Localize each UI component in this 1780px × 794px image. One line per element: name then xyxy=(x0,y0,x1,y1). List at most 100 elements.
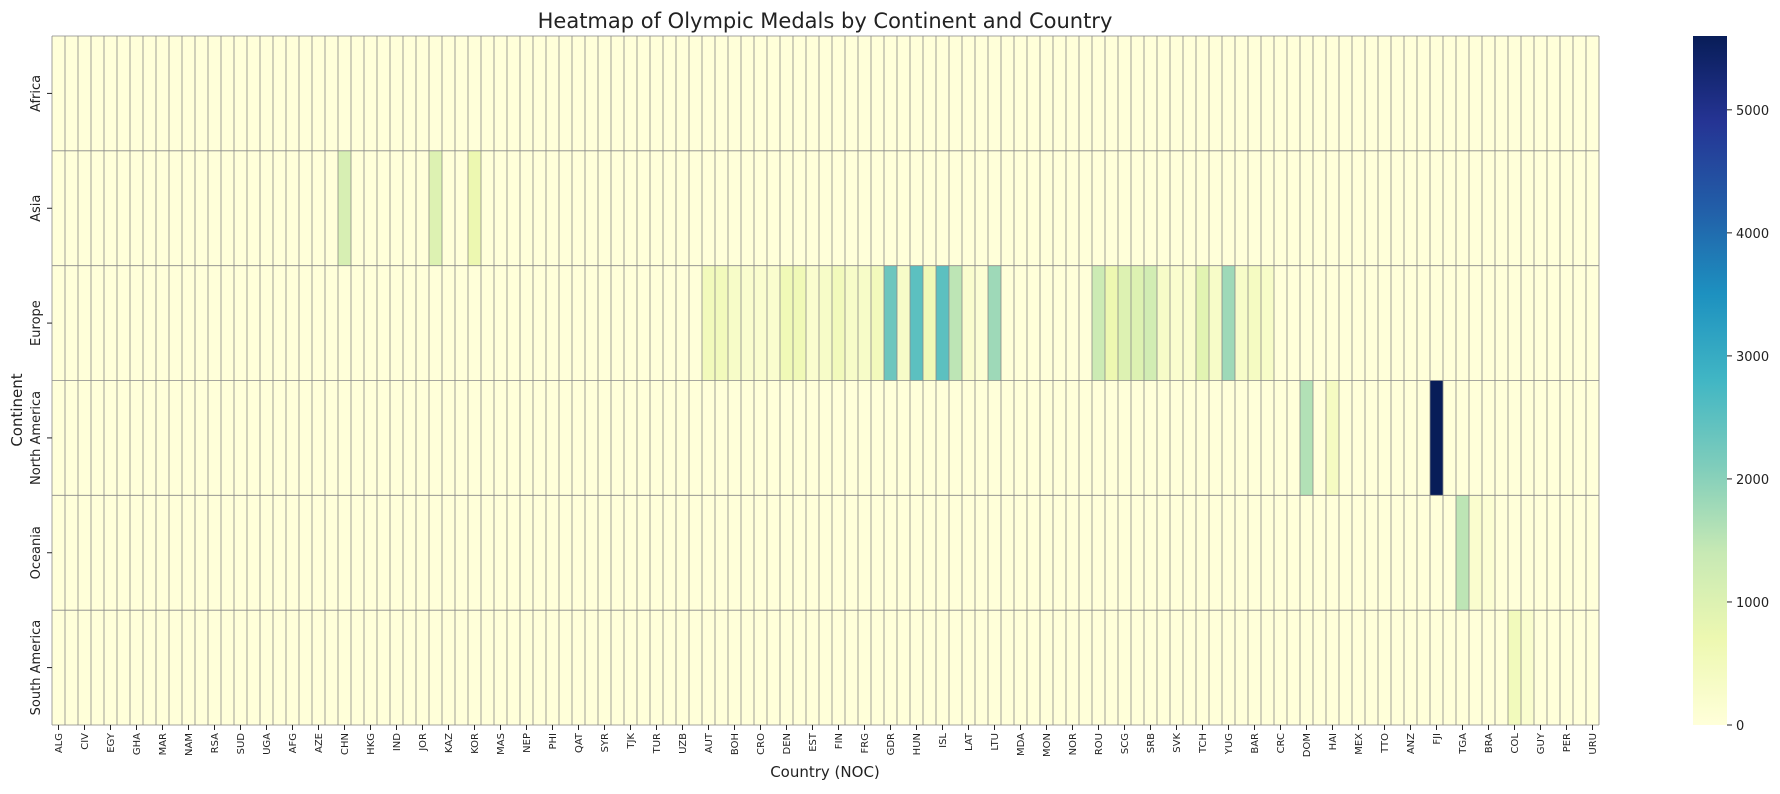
heatmap-cell xyxy=(78,265,92,381)
heatmap-cell xyxy=(507,610,521,726)
heatmap-cell xyxy=(806,495,820,611)
x-tick-label: TJK xyxy=(626,733,637,750)
heatmap-cell xyxy=(1092,495,1106,611)
heatmap-cell xyxy=(65,495,79,611)
heatmap-cell xyxy=(624,36,638,152)
heatmap-cell xyxy=(819,495,833,611)
heatmap-cell xyxy=(1391,36,1405,152)
x-tick-label: DEN xyxy=(782,733,793,755)
heatmap-cell xyxy=(247,495,261,611)
x-tick-label: EST xyxy=(808,732,819,752)
heatmap-cell xyxy=(858,495,872,611)
heatmap-cell xyxy=(754,380,768,496)
heatmap-cell xyxy=(871,610,885,726)
heatmap-cell xyxy=(442,265,456,381)
heatmap-cell xyxy=(676,610,690,726)
heatmap-cell xyxy=(273,36,287,152)
heatmap-cell xyxy=(819,150,833,267)
heatmap-cell xyxy=(754,610,768,726)
x-tick-label: ALG xyxy=(54,733,65,753)
heatmap-cell xyxy=(338,265,352,381)
heatmap-cell xyxy=(390,495,404,611)
heatmap-cell xyxy=(325,495,339,611)
heatmap-cell xyxy=(676,265,690,381)
heatmap-cell xyxy=(637,265,651,381)
heatmap-cell xyxy=(936,495,950,611)
heatmap-cell xyxy=(1001,150,1015,267)
heatmap-cell xyxy=(1209,265,1223,381)
heatmap-cell xyxy=(52,610,66,726)
heatmap-cell xyxy=(299,380,313,496)
heatmap-cell xyxy=(1430,495,1444,611)
x-tick-label: GHA xyxy=(132,733,143,755)
heatmap-cell xyxy=(1495,265,1509,381)
heatmap-cell xyxy=(936,380,950,496)
colorbar xyxy=(1693,36,1727,725)
heatmap-cell xyxy=(741,495,755,611)
heatmap-cell xyxy=(208,265,222,381)
heatmap-cell xyxy=(1404,36,1418,152)
heatmap-cell xyxy=(494,36,508,152)
heatmap-cell xyxy=(533,380,547,496)
heatmap-cell xyxy=(1183,495,1197,611)
heatmap-cell xyxy=(1196,495,1210,611)
heatmap-cell xyxy=(546,610,560,726)
heatmap-cell xyxy=(949,265,963,381)
x-tick-label: BAR xyxy=(1250,733,1261,754)
heatmap-cell xyxy=(364,36,378,152)
heatmap-cell xyxy=(221,610,235,726)
heatmap-cell xyxy=(923,36,937,152)
heatmap-cell xyxy=(910,495,924,611)
x-tick-label: YUG xyxy=(1224,733,1235,755)
heatmap-cell xyxy=(949,150,963,267)
heatmap-cell xyxy=(533,265,547,381)
x-tick-label: MAS xyxy=(496,733,507,755)
heatmap-cell xyxy=(1196,36,1210,152)
heatmap-cell xyxy=(780,610,794,726)
heatmap-cell xyxy=(1144,495,1158,611)
heatmap-cell xyxy=(442,495,456,611)
heatmap-cell xyxy=(338,495,352,611)
heatmap-cell xyxy=(1014,495,1028,611)
heatmap-cell xyxy=(1001,265,1015,381)
heatmap-cell xyxy=(247,36,261,152)
heatmap-cell xyxy=(884,36,898,152)
heatmap-cell xyxy=(1118,36,1132,152)
heatmap-cell xyxy=(507,36,521,152)
heatmap-cell xyxy=(286,265,300,381)
heatmap-cell xyxy=(104,495,118,611)
y-tick-label: Oceania xyxy=(29,526,44,579)
heatmap-cell xyxy=(221,265,235,381)
heatmap-cell xyxy=(598,36,612,152)
heatmap-cell xyxy=(871,380,885,496)
heatmap-cell xyxy=(1105,150,1119,267)
heatmap-cell xyxy=(208,150,222,267)
heatmap-cell xyxy=(884,265,898,381)
heatmap-cell xyxy=(273,150,287,267)
heatmap-cell xyxy=(182,495,196,611)
heatmap-cell xyxy=(1326,495,1340,611)
heatmap-cell xyxy=(1352,610,1366,726)
heatmap-cell xyxy=(611,610,625,726)
x-tick-label: MDA xyxy=(1016,733,1027,756)
heatmap-cell xyxy=(1053,495,1067,611)
heatmap-cell xyxy=(377,495,391,611)
heatmap-cell xyxy=(572,265,586,381)
heatmap-cell xyxy=(260,610,274,726)
heatmap-cell xyxy=(1456,36,1470,152)
heatmap-cell xyxy=(858,265,872,381)
heatmap-cell xyxy=(494,610,508,726)
heatmap-cell xyxy=(1404,265,1418,381)
heatmap-cell xyxy=(728,36,742,152)
heatmap-cell xyxy=(377,380,391,496)
heatmap-cell xyxy=(351,265,365,381)
heatmap-cell xyxy=(208,610,222,726)
heatmap-cell xyxy=(260,495,274,611)
heatmap-cell xyxy=(494,150,508,267)
heatmap-cell xyxy=(1118,380,1132,496)
heatmap-cell xyxy=(1001,380,1015,496)
heatmap-cell xyxy=(585,610,599,726)
heatmap-cell xyxy=(1417,610,1431,726)
heatmap-cell xyxy=(1118,610,1132,726)
heatmap-cell xyxy=(572,150,586,267)
